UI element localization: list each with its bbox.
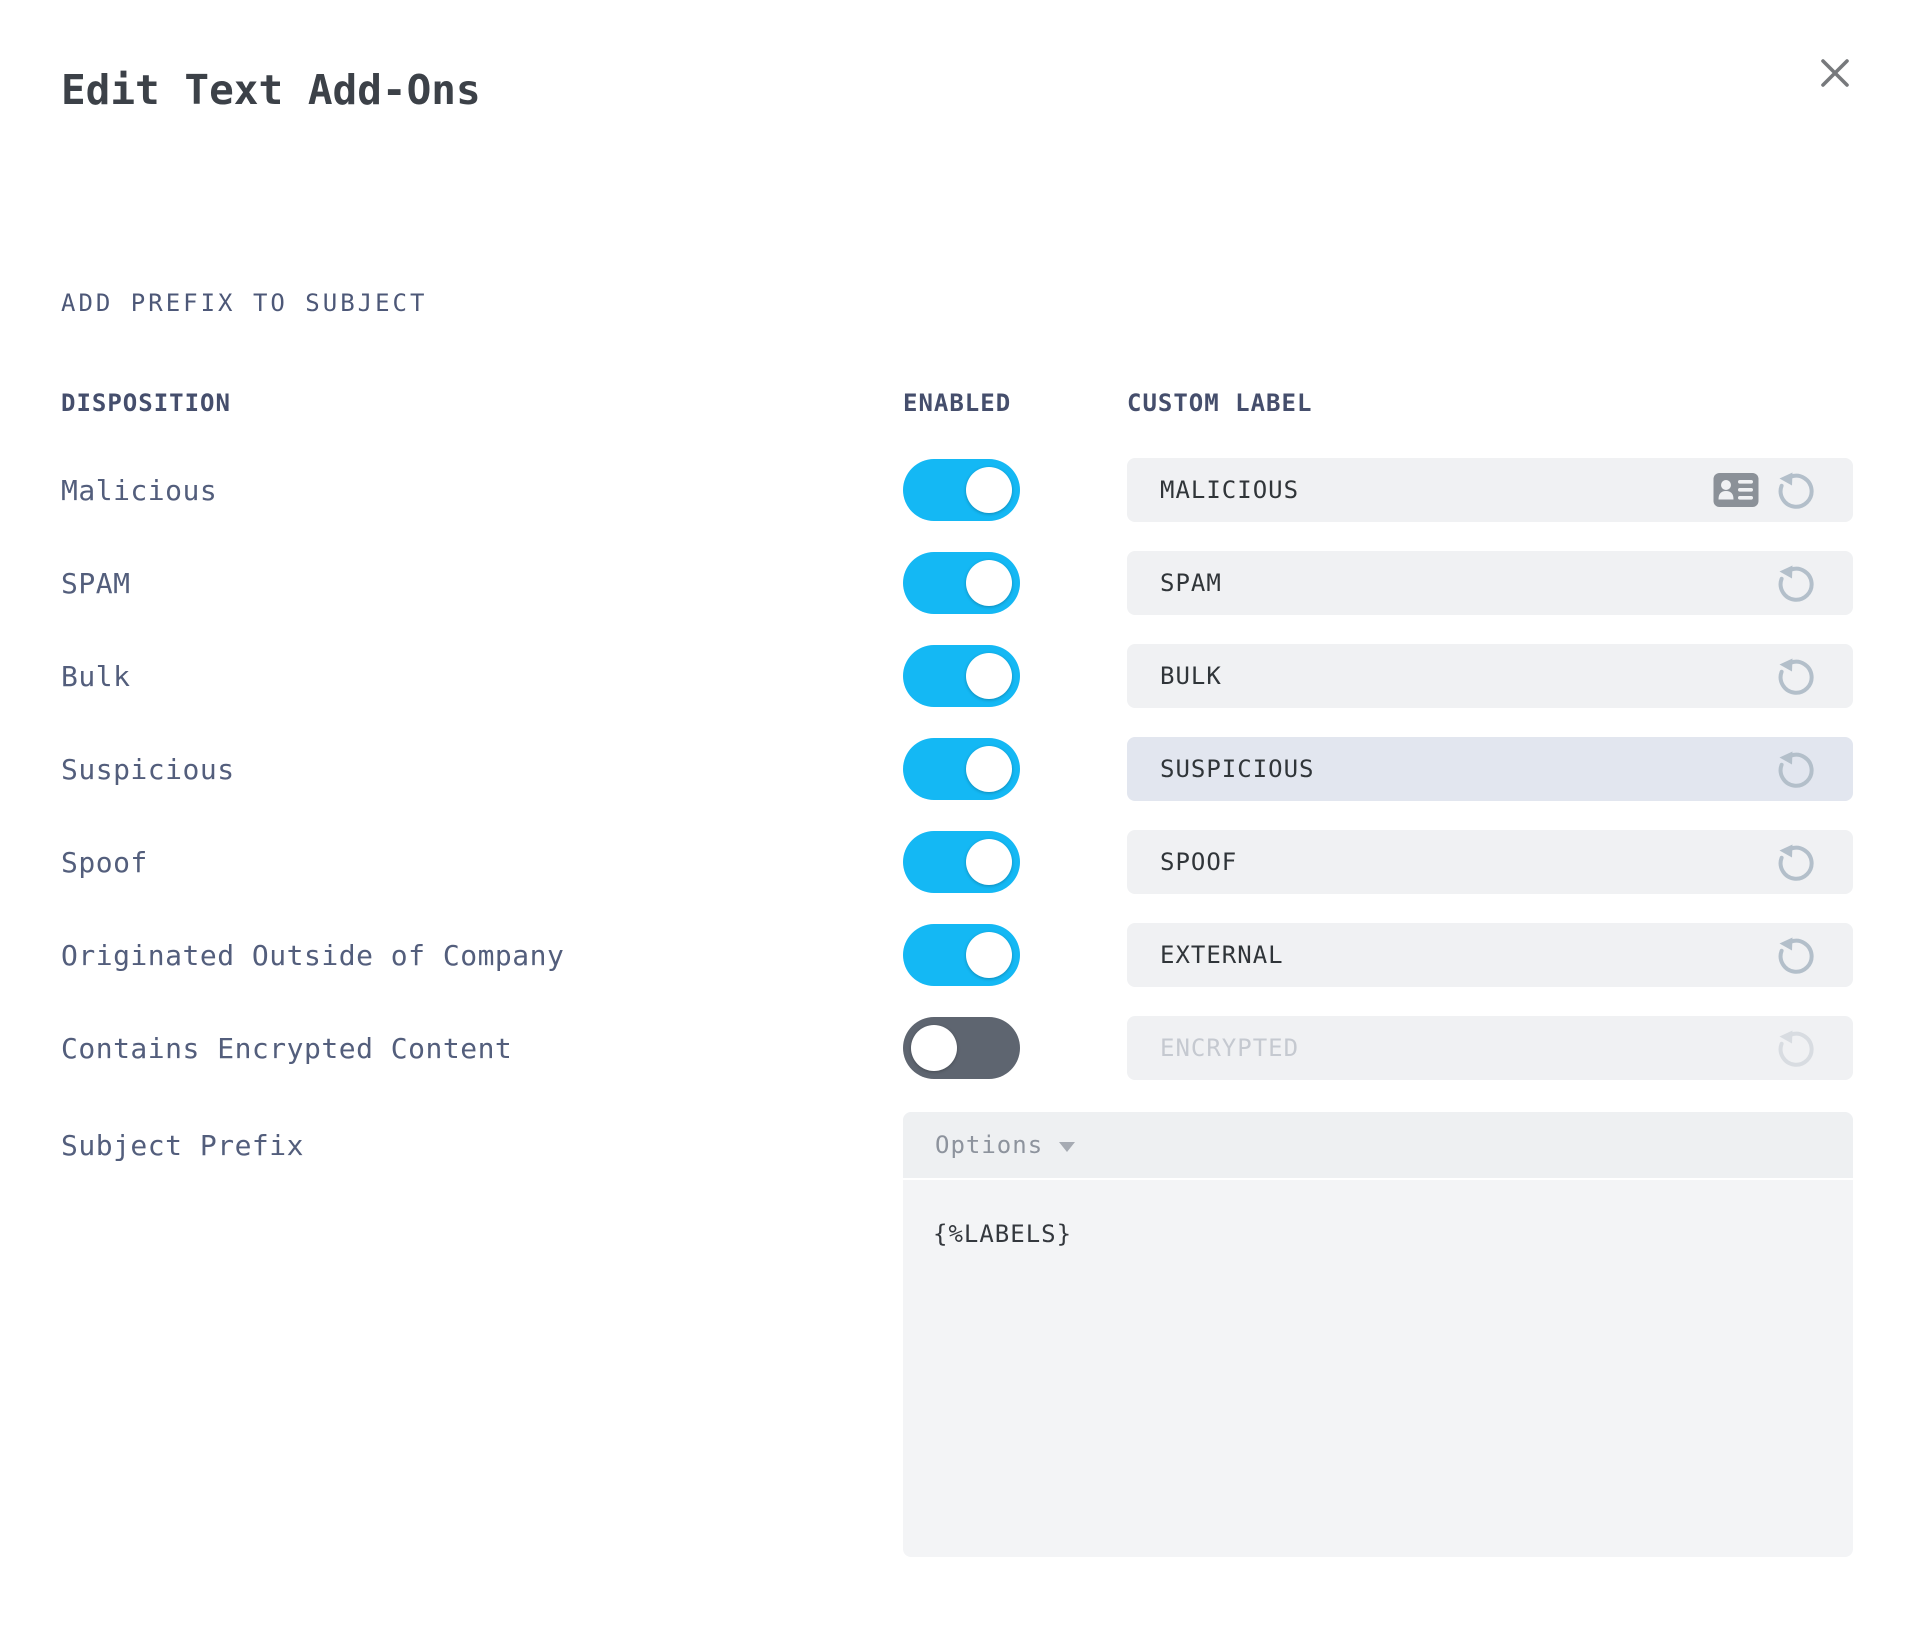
custom-label-input-spam[interactable]	[1127, 551, 1853, 615]
disposition-table: Malicious	[61, 458, 1853, 1109]
custom-label-field	[1127, 458, 1853, 522]
toggle-knob	[966, 653, 1012, 699]
reset-label-icon[interactable]	[1773, 840, 1817, 884]
enabled-toggle-spoof[interactable]	[903, 831, 1020, 893]
custom-label-input-encrypted[interactable]	[1127, 1016, 1853, 1080]
toggle-knob	[966, 839, 1012, 885]
subject-prefix-textarea[interactable]: {%LABELS}	[903, 1180, 1853, 1557]
custom-label-field	[1127, 644, 1853, 708]
options-dropdown[interactable]: Options	[903, 1112, 1853, 1178]
reset-label-icon[interactable]	[1773, 1026, 1817, 1070]
table-row-external: Originated Outside of Company	[61, 923, 1853, 987]
table-row-spam: SPAM	[61, 551, 1853, 615]
table-row-suspicious: Suspicious	[61, 737, 1853, 801]
section-heading: ADD PREFIX TO SUBJECT	[61, 289, 428, 317]
custom-label-input-external[interactable]	[1127, 923, 1853, 987]
enabled-toggle-spam[interactable]	[903, 552, 1020, 614]
reset-label-icon[interactable]	[1773, 468, 1817, 512]
disposition-label: Originated Outside of Company	[61, 938, 565, 972]
custom-label-field	[1127, 923, 1853, 987]
column-header-custom-label: CUSTOM LABEL	[1127, 389, 1313, 417]
reset-label-icon[interactable]	[1773, 654, 1817, 698]
table-row-encrypted: Contains Encrypted Content	[61, 1016, 1853, 1080]
table-row-malicious: Malicious	[61, 458, 1853, 522]
enabled-toggle-suspicious[interactable]	[903, 738, 1020, 800]
custom-label-input-suspicious[interactable]	[1127, 737, 1853, 801]
chevron-down-icon	[1059, 1141, 1076, 1152]
toggle-knob	[966, 560, 1012, 606]
disposition-label: Bulk	[61, 659, 131, 693]
toggle-knob	[966, 932, 1012, 978]
enabled-toggle-malicious[interactable]	[903, 459, 1020, 521]
disposition-label: Contains Encrypted Content	[61, 1031, 513, 1065]
custom-label-field	[1127, 551, 1853, 615]
disposition-label: Suspicious	[61, 752, 235, 786]
enabled-toggle-external[interactable]	[903, 924, 1020, 986]
table-row-spoof: Spoof	[61, 830, 1853, 894]
custom-label-field	[1127, 1016, 1853, 1080]
table-row-bulk: Bulk	[61, 644, 1853, 708]
toggle-knob	[966, 467, 1012, 513]
disposition-label: SPAM	[61, 566, 131, 600]
toggle-knob	[966, 746, 1012, 792]
disposition-label: Spoof	[61, 845, 148, 879]
subject-prefix-row: Subject Prefix Options {%LABELS}	[61, 1112, 1853, 1557]
custom-label-field	[1127, 830, 1853, 894]
custom-label-field	[1127, 737, 1853, 801]
id-card-icon[interactable]	[1713, 472, 1759, 508]
reset-label-icon[interactable]	[1773, 747, 1817, 791]
subject-prefix-label: Subject Prefix	[61, 1129, 305, 1162]
column-header-enabled: ENABLED	[903, 389, 1012, 417]
reset-label-icon[interactable]	[1773, 933, 1817, 977]
enabled-toggle-bulk[interactable]	[903, 645, 1020, 707]
options-dropdown-label: Options	[935, 1131, 1044, 1159]
table-header: DISPOSITION ENABLED CUSTOM LABEL	[61, 389, 1853, 417]
custom-label-input-bulk[interactable]	[1127, 644, 1853, 708]
column-header-disposition: DISPOSITION	[61, 389, 231, 417]
close-button[interactable]	[1813, 51, 1857, 95]
disposition-label: Malicious	[61, 473, 218, 507]
toggle-knob	[911, 1025, 957, 1071]
reset-label-icon[interactable]	[1773, 561, 1817, 605]
enabled-toggle-encrypted[interactable]	[903, 1017, 1020, 1079]
dialog-title: Edit Text Add-Ons	[61, 66, 481, 114]
close-icon	[1821, 59, 1849, 87]
custom-label-input-spoof[interactable]	[1127, 830, 1853, 894]
